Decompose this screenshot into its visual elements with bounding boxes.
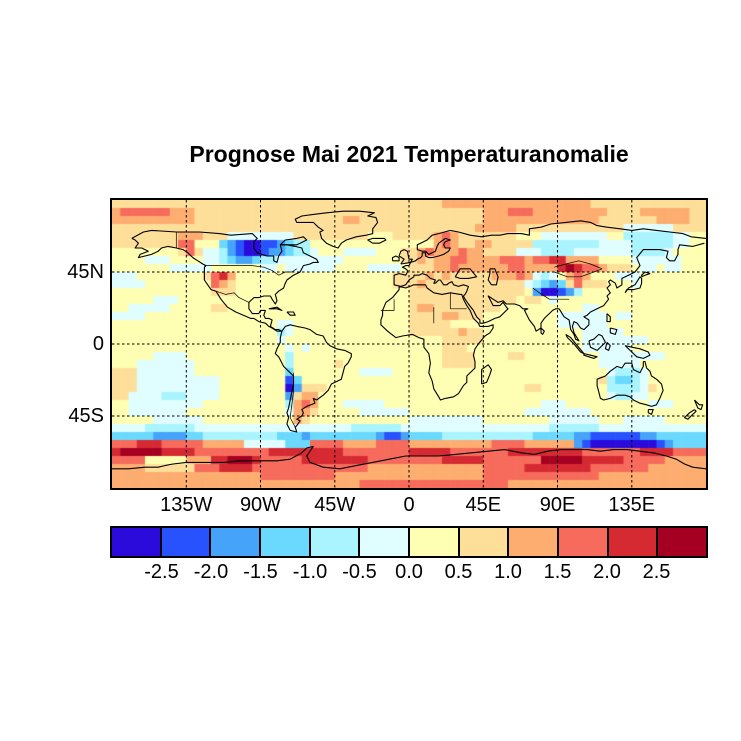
- colorbar-tick-label: -1.0: [292, 561, 328, 583]
- coastline: [279, 236, 308, 246]
- colorbar-cell: [261, 528, 311, 556]
- coastline: [641, 271, 651, 278]
- coastline: [596, 361, 664, 407]
- y-tick-label: 45S: [68, 405, 104, 427]
- coastline: [624, 276, 643, 294]
- colorbar-cell: [459, 528, 510, 556]
- coastline: [286, 311, 296, 316]
- coastline: [450, 220, 706, 239]
- x-tick-label: 135W: [160, 494, 213, 516]
- colorbar-tick-label: 2.0: [593, 561, 621, 583]
- coastline: [588, 333, 606, 351]
- colorbar-tick-label: -2.0: [193, 561, 229, 583]
- coastline: [393, 229, 705, 342]
- country-border: [215, 290, 250, 303]
- y-tick-label: 45N: [67, 261, 104, 283]
- coastline: [487, 268, 499, 286]
- coastline: [112, 445, 706, 470]
- x-tick-label: 90E: [539, 494, 576, 516]
- country-border: [380, 299, 395, 311]
- colorbar-cell: [310, 528, 361, 556]
- country-border: [204, 265, 297, 276]
- country-border: [289, 372, 296, 428]
- coastline: [647, 409, 654, 415]
- colorbar-tick-label: 1.5: [543, 561, 572, 583]
- colorbar-tick-label: 0.5: [444, 561, 473, 583]
- coastline: [131, 229, 319, 332]
- colorbar-cell: [410, 528, 460, 556]
- chart-title: Prognose Mai 2021 Temperaturanomalie: [189, 141, 629, 167]
- colorbar-cell: [509, 528, 560, 556]
- x-tick-label: 45W: [314, 494, 356, 516]
- country-border: [554, 260, 603, 270]
- colorbar-tick-label: -1.5: [243, 561, 278, 583]
- coastline: [604, 342, 611, 351]
- coastline: [268, 306, 283, 311]
- colorbar-tick-label: 1.0: [494, 561, 522, 583]
- world-map: [110, 198, 708, 490]
- colorbar-tick-label: -0.5: [342, 561, 377, 583]
- colorbar-cell: [658, 528, 707, 556]
- x-tick-label: 0: [403, 494, 415, 516]
- colorbar-cell: [559, 528, 609, 556]
- coastline: [454, 268, 478, 279]
- coastline: [683, 409, 697, 420]
- coastline: [583, 353, 598, 359]
- y-tick-label: 0: [92, 333, 104, 355]
- colorbar-cell: [360, 528, 411, 556]
- colorbar-tick-label: 2.5: [642, 561, 671, 583]
- coastline: [398, 249, 413, 265]
- map-overlay: [112, 200, 706, 488]
- coastline: [380, 284, 494, 401]
- x-tick-label: 135E: [608, 494, 656, 516]
- coastline: [294, 210, 379, 249]
- coastline: [693, 399, 704, 411]
- colorbar: [110, 526, 708, 558]
- colorbar-cell: [211, 528, 262, 556]
- coastline: [367, 237, 387, 244]
- coastline: [606, 313, 611, 323]
- coastline: [391, 255, 400, 262]
- x-tick-label: 45E: [465, 494, 502, 516]
- x-tick-label: 90W: [239, 494, 282, 516]
- country-border: [532, 287, 570, 300]
- colorbar-cell: [608, 528, 659, 556]
- country-border: [554, 268, 603, 278]
- coastline: [540, 327, 545, 335]
- colorbar-tick-label: -2.5: [144, 561, 179, 583]
- colorbar-tick-label: 0.0: [395, 561, 423, 583]
- coastline: [624, 345, 651, 359]
- coastline: [565, 333, 585, 355]
- colorbar-cell: [112, 528, 162, 556]
- colorbar-cell: [161, 528, 212, 556]
- coastline: [609, 327, 618, 335]
- coastline: [481, 364, 493, 385]
